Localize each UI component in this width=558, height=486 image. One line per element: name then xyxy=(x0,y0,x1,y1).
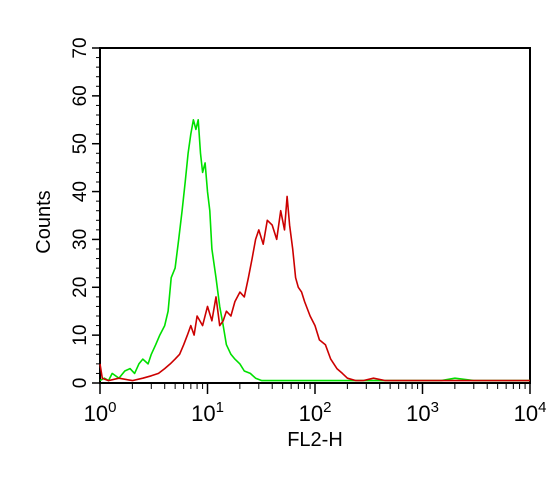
y-axis-label: Counts xyxy=(33,190,55,253)
series-layer xyxy=(99,119,530,382)
x-tick-label: 101 xyxy=(191,399,224,426)
x-tick-label: 100 xyxy=(84,399,117,426)
y-axis: 0 10 20 30 40 50 60 70 xyxy=(70,37,100,388)
y-tick-label: 40 xyxy=(70,181,91,202)
y-tick-label: 60 xyxy=(70,85,91,106)
y-tick-label: 10 xyxy=(70,325,91,346)
series-line-0 xyxy=(99,119,530,382)
x-axis-label: FL2-H xyxy=(287,429,343,451)
x-axis: 100 101 102 103 104 xyxy=(84,383,547,426)
y-tick-label: 20 xyxy=(70,277,91,298)
y-tick-label: 0 xyxy=(70,378,91,389)
x-tick-label: 102 xyxy=(299,399,332,426)
plot-frame xyxy=(99,47,531,384)
y-tick-label: 70 xyxy=(70,37,91,58)
x-tick-label: 103 xyxy=(406,399,439,426)
y-tick-label: 50 xyxy=(70,133,91,154)
series-line-1 xyxy=(99,195,530,382)
y-tick-label: 30 xyxy=(70,229,91,250)
x-tick-label: 104 xyxy=(514,399,547,426)
